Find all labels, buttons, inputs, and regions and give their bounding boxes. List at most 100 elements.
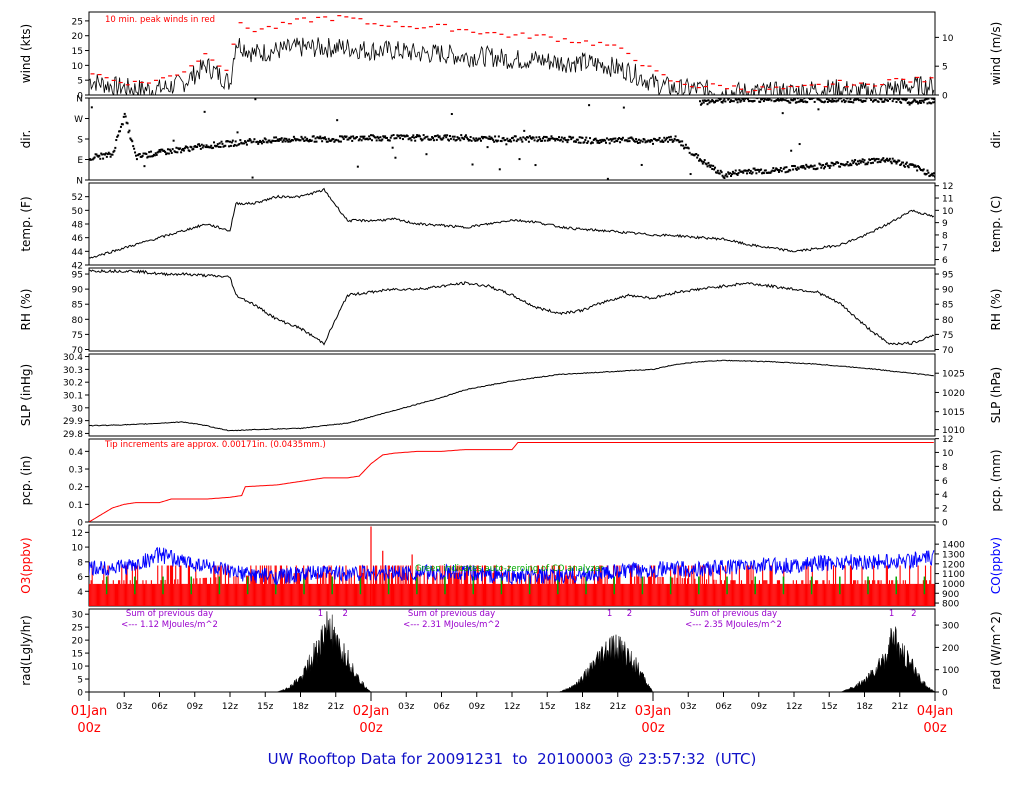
precipitation-panel: 0 0.1 0.2 0.3 0.4 0 2 4 6 8 10 12 pcp. (in) pcp. (mm)… xyxy=(19,435,1003,528)
y-tick-label: 30.3 xyxy=(63,366,83,376)
y-tick-label: 0.4 xyxy=(69,448,84,458)
direction-point xyxy=(797,167,800,170)
direction-point xyxy=(831,98,834,101)
direction-point xyxy=(470,139,473,142)
direction-point xyxy=(336,119,339,122)
y-right-tick-label: 12 xyxy=(942,435,953,445)
direction-point xyxy=(135,158,138,161)
direction-point xyxy=(907,166,910,169)
direction-point xyxy=(789,101,792,104)
direction-point xyxy=(700,102,703,105)
direction-point xyxy=(605,141,607,144)
direction-point xyxy=(230,141,233,144)
direction-point xyxy=(701,162,704,165)
direction-point xyxy=(154,152,157,155)
direction-point xyxy=(474,139,477,142)
direction-point xyxy=(161,148,164,151)
direction-point xyxy=(126,122,129,125)
direction-point xyxy=(661,139,664,142)
y-right-tick-label: 0 xyxy=(942,689,948,699)
direction-point xyxy=(827,164,830,167)
y-tick-label: 0 xyxy=(77,519,83,529)
direction-point xyxy=(485,136,488,139)
direction-point xyxy=(689,173,692,176)
direction-point xyxy=(183,147,186,150)
direction-point xyxy=(453,135,456,138)
direction-point xyxy=(377,137,380,140)
direction-point xyxy=(545,136,548,139)
direction-point xyxy=(491,137,494,140)
direction-point xyxy=(614,137,617,140)
direction-point xyxy=(930,173,933,176)
direction-point xyxy=(606,177,609,180)
direction-point xyxy=(534,164,537,167)
direction-point xyxy=(199,147,202,150)
direction-point xyxy=(542,137,545,140)
x-tick-label: 06z xyxy=(151,702,167,712)
panel-frame xyxy=(88,353,936,437)
slp-line xyxy=(89,359,934,432)
direction-point xyxy=(824,100,827,103)
y-tick-label: 70 xyxy=(72,346,84,356)
direction-point xyxy=(841,98,844,99)
direction-point xyxy=(347,138,350,141)
direction-point xyxy=(472,137,475,140)
direction-point xyxy=(430,138,433,141)
direction-point xyxy=(604,139,607,142)
direction-point xyxy=(702,160,705,163)
direction-point xyxy=(748,99,751,102)
direction-point xyxy=(442,136,445,139)
direction-point xyxy=(510,140,513,143)
direction-point xyxy=(682,144,685,147)
direction-point xyxy=(914,164,917,167)
direction-point xyxy=(844,100,847,103)
direction-point xyxy=(153,154,156,157)
direction-point xyxy=(872,157,875,160)
direction-point xyxy=(164,150,167,153)
direction-point xyxy=(867,161,870,164)
direction-point xyxy=(903,98,906,100)
direction-point xyxy=(884,160,887,163)
direction-point xyxy=(632,138,635,141)
direction-point xyxy=(643,138,646,141)
direction-point xyxy=(455,139,458,142)
direction-point xyxy=(396,134,399,137)
direction-point xyxy=(808,98,811,101)
direction-point xyxy=(716,169,719,172)
direction-point xyxy=(857,162,860,165)
direction-point xyxy=(756,98,759,100)
direction-point xyxy=(789,169,792,172)
direction-point xyxy=(673,138,676,141)
direction-point xyxy=(511,136,514,139)
y-right-tick-label: 1020 xyxy=(942,389,965,399)
direction-point xyxy=(856,160,859,163)
direction-point xyxy=(203,110,206,113)
y-right-axis-title: SLP (hPa) xyxy=(989,367,1003,423)
direction-point xyxy=(742,171,745,174)
direction-point xyxy=(851,159,854,162)
direction-point xyxy=(695,153,698,156)
x-tick-label: 09z xyxy=(469,702,485,712)
y-right-tick-label: 8 xyxy=(942,231,948,241)
direction-point xyxy=(698,159,701,162)
direction-point xyxy=(746,98,749,101)
precipitation-line xyxy=(89,442,934,522)
direction-point xyxy=(432,137,435,140)
direction-point xyxy=(927,98,930,100)
direction-point xyxy=(180,151,183,154)
direction-point xyxy=(212,146,215,149)
direction-point xyxy=(595,139,598,142)
direction-point xyxy=(526,136,529,139)
direction-point xyxy=(496,139,499,142)
y-right-tick-label: 4 xyxy=(942,491,948,501)
direction-point xyxy=(266,141,269,144)
direction-point xyxy=(733,172,736,175)
direction-point xyxy=(312,135,315,138)
direction-point xyxy=(122,115,125,118)
direction-point xyxy=(621,136,624,139)
direction-point xyxy=(413,136,416,139)
y-tick-label: 15 xyxy=(72,650,83,660)
direction-point xyxy=(202,144,205,147)
direction-point xyxy=(557,138,560,141)
direction-point xyxy=(743,99,746,102)
